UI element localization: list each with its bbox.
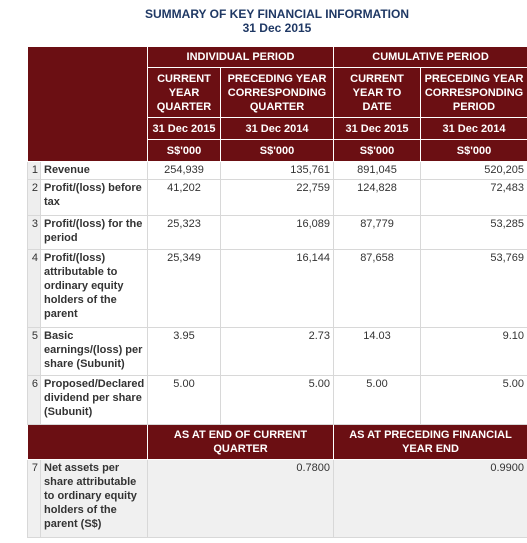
corner-cell [27, 424, 148, 460]
column-header: CURRENT YEAR TO DATE [333, 67, 422, 118]
title: SUMMARY OF KEY FINANCIAL INFORMATION [145, 7, 409, 21]
table-row: INDIVIDUAL PERIOD CUMULATIVE PERIOD [27, 46, 527, 162]
column-header: CURRENT YEAR QUARTER [147, 67, 221, 118]
date-header: 31 Dec 2015 [333, 117, 422, 140]
table-row: 5 Basic earnings/(loss) per share (Subuni… [27, 327, 527, 376]
cell-value: 520,205 [420, 161, 527, 180]
cell-value: 3.95 [147, 327, 221, 376]
cell-value: 124,828 [333, 179, 422, 216]
section-header: AS AT PRECEDING FINANCIAL YEAR END [333, 424, 527, 460]
cell-value: 87,779 [333, 215, 422, 250]
cell-value: 135,761 [219, 161, 335, 180]
unit-header: S$'000 [147, 139, 221, 162]
row-number: 2 [27, 179, 41, 216]
unit-header: S$'000 [333, 139, 422, 162]
cell-value: 25,323 [147, 215, 221, 250]
date-header: 31 Dec 2014 [420, 117, 527, 140]
row-number: 5 [27, 327, 41, 376]
table-row: 3 Profit/(loss) for the period 25,323 16,08… [27, 215, 527, 250]
row-label: Revenue [40, 161, 148, 180]
table-row: 2 Profit/(loss) before tax 41,202 22,759 124… [27, 179, 527, 216]
group-header: INDIVIDUAL PERIOD [146, 46, 335, 68]
column-header: PRECEDING YEAR CORRESPONDING QUARTER [219, 67, 335, 118]
date-header: 31 Dec 2015 [147, 117, 221, 140]
table-row: 1 Revenue 254,939 135,761 891,045 520,205 [27, 161, 527, 180]
cell-value: 254,939 [147, 161, 221, 180]
financial-table: INDIVIDUAL PERIOD CUMULATIVE PERIOD CURREN… [27, 46, 527, 538]
cell-value: 891,045 [333, 161, 422, 180]
row-label: Profit/(loss) attributable to ordinary e… [40, 249, 148, 328]
table-row: 4 Profit/(loss) attributable to ordinary … [27, 249, 527, 328]
cell-value: 53,769 [420, 249, 527, 328]
row-number: 6 [27, 375, 41, 425]
row-number: 1 [27, 161, 41, 180]
cell-value: 5.00 [219, 375, 335, 425]
cell-value: 2.73 [219, 327, 335, 376]
cell-value: 53,285 [420, 215, 527, 250]
table-row: 7 Net assets per share attributable to or… [27, 459, 527, 538]
row-label: Profit/(loss) for the period [40, 215, 148, 250]
cell-value: 41,202 [147, 179, 221, 216]
table-row: 6 Proposed/Declared dividend per share (S… [27, 375, 527, 425]
unit-header: S$'000 [219, 139, 335, 162]
row-label: Proposed/Declared dividend per share (Su… [40, 375, 148, 425]
title-block: SUMMARY OF KEY FINANCIAL INFORMATION 31 … [27, 7, 527, 35]
cell-value: 16,144 [219, 249, 335, 328]
row-number: 4 [27, 249, 41, 328]
row-label: Profit/(loss) before tax [40, 179, 148, 216]
row-label: Basic earnings/(loss) per share (Subunit… [40, 327, 148, 376]
cell-value: 87,658 [333, 249, 422, 328]
cell-value: 5.00 [333, 375, 422, 425]
section-header: AS AT END OF CURRENT QUARTER [146, 424, 335, 460]
cell-value: 5.00 [420, 375, 527, 425]
table-row: CURRENT YEAR QUARTER PRECEDING YEAR CORRE… [28, 67, 527, 118]
cell-value: 22,759 [219, 179, 335, 216]
date-header: 31 Dec 2014 [219, 117, 335, 140]
cell-value: 14.03 [333, 327, 422, 376]
cell-value: 0.7800 [146, 459, 335, 538]
cell-value: 16,089 [219, 215, 335, 250]
table-row: 31 Dec 2015 31 Dec 2014 31 Dec 2015 31 Dec … [28, 117, 527, 140]
cell-value: 72,483 [420, 179, 527, 216]
corner-cell [27, 46, 148, 162]
table-row: AS AT END OF CURRENT QUARTER AS AT PRECED… [27, 424, 527, 460]
group-header: CUMULATIVE PERIOD [333, 46, 527, 68]
cell-value: 5.00 [147, 375, 221, 425]
date: 31 Dec 2015 [242, 21, 312, 35]
cell-value: 25,349 [147, 249, 221, 328]
row-number: 7 [27, 459, 41, 538]
row-number: 3 [27, 215, 41, 250]
row-label: Net assets per share attributable to ord… [40, 459, 148, 538]
cell-value: 0.9900 [333, 459, 527, 538]
column-header: PRECEDING YEAR CORRESPONDING PERIOD [420, 67, 527, 118]
cell-value: 9.10 [420, 327, 527, 376]
unit-header: S$'000 [420, 139, 527, 162]
